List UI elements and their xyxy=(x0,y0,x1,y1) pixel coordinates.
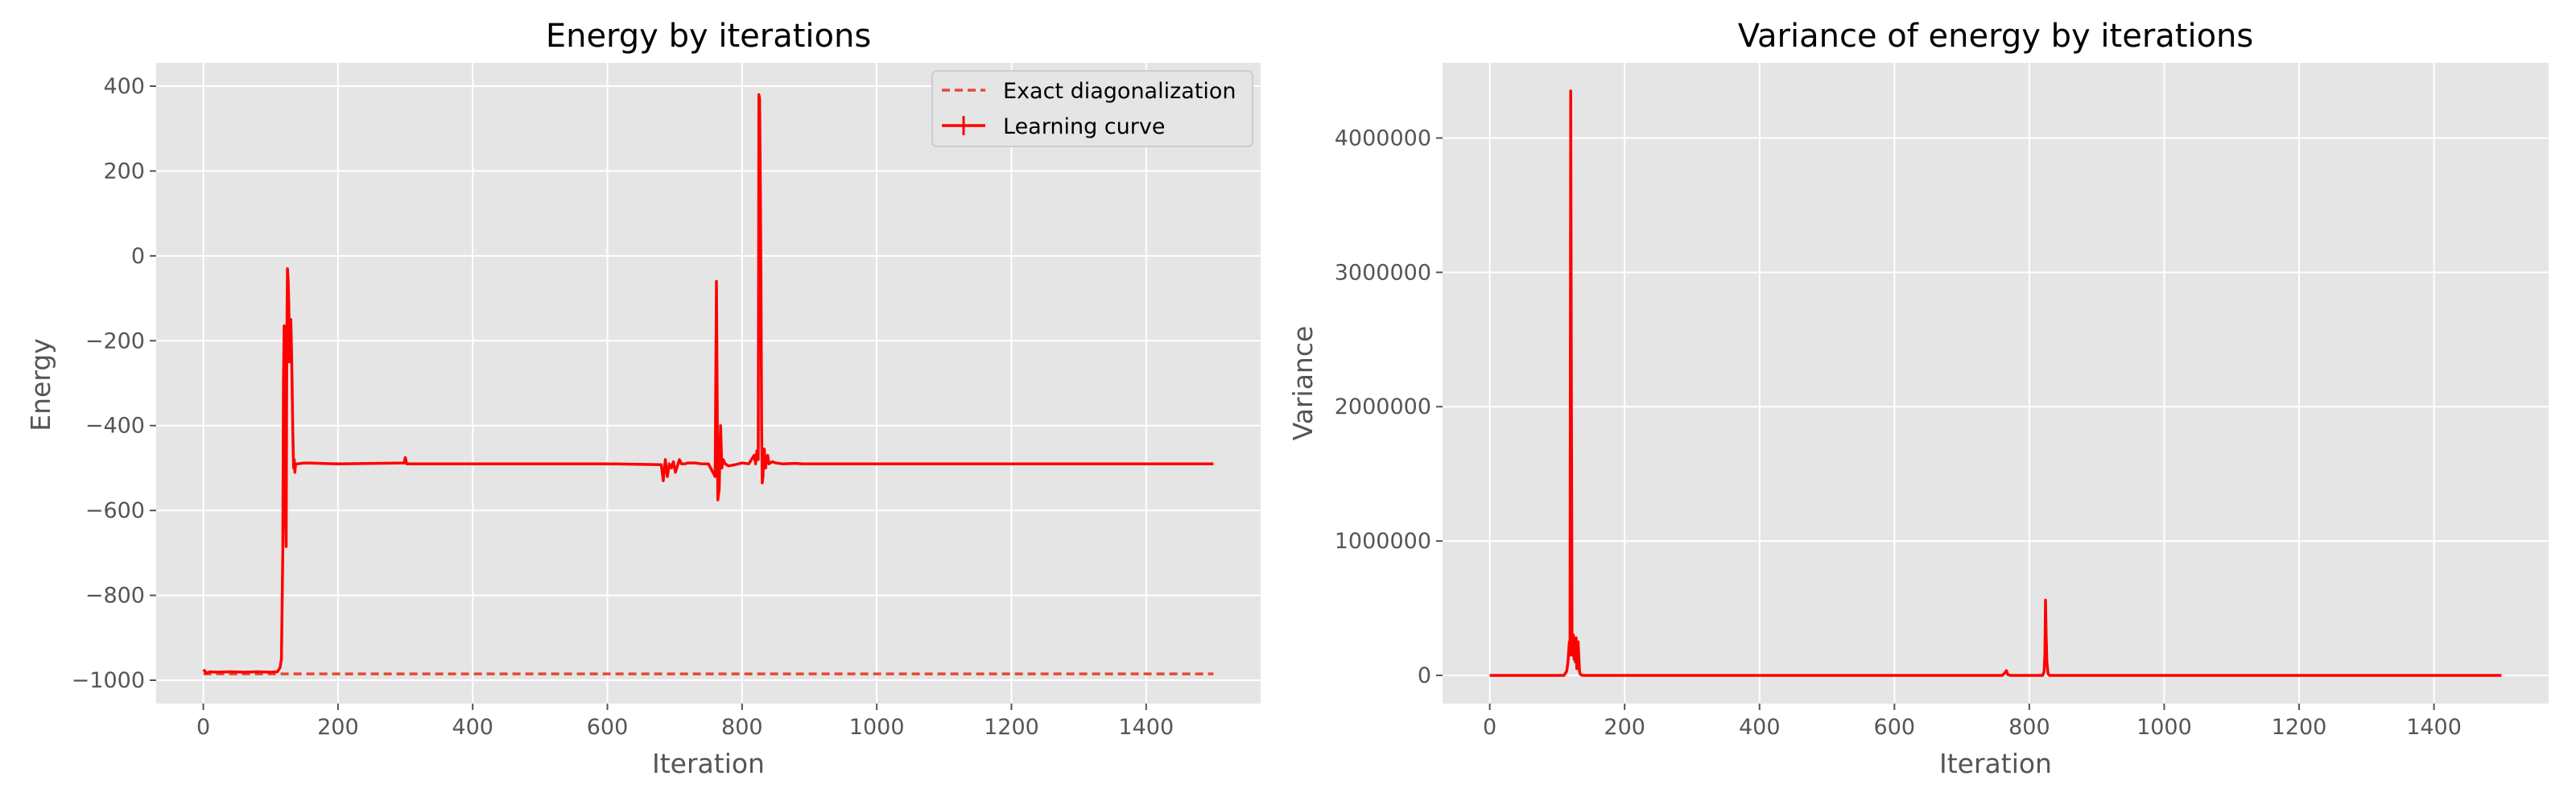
y-tick-label: −600 xyxy=(85,498,145,523)
grid xyxy=(156,63,1261,704)
y-tick-label: 0 xyxy=(131,244,145,269)
legend: Exact diagonalization Learning curve xyxy=(931,70,1253,147)
y-ticks: 0 1000000 2000000 3000000 4000000 xyxy=(1335,126,1443,688)
y-tick-label: 2000000 xyxy=(1335,394,1431,419)
x-tick-label: 1400 xyxy=(2406,715,2462,740)
y-tick-label: −400 xyxy=(85,414,145,439)
x-tick-label: 0 xyxy=(1483,715,1496,740)
plot-area xyxy=(1443,63,2549,704)
y-tick-label: 400 xyxy=(103,74,145,99)
y-axis-label: Energy xyxy=(25,338,56,431)
y-tick-label: 4000000 xyxy=(1335,126,1431,151)
y-tick-label: 0 xyxy=(1418,663,1431,688)
series-line-variance xyxy=(1489,89,2502,677)
x-tick-label: 400 xyxy=(1739,715,1781,740)
y-tick-label: 200 xyxy=(103,159,145,184)
x-tick-label: 600 xyxy=(1874,715,1916,740)
plot-area xyxy=(156,63,1261,704)
x-ticks: 0 200 400 600 800 1000 1200 1400 xyxy=(196,704,1174,740)
series-line-learning-curve xyxy=(202,93,1214,675)
x-tick-label: 200 xyxy=(317,715,359,740)
x-tick-label: 1200 xyxy=(984,715,1039,740)
x-tick-label: 800 xyxy=(721,715,763,740)
y-axis-label: Variance xyxy=(1287,326,1319,441)
x-tick-label: 1000 xyxy=(849,715,905,740)
variance-chart-panel: Variance of energy by iterations 0 200 400… xyxy=(1287,18,2549,779)
y-tick-label: −200 xyxy=(85,328,145,353)
x-tick-label: 400 xyxy=(452,715,493,740)
y-ticks: −1000 −800 −600 −400 −200 0 200 400 xyxy=(72,74,156,693)
legend-entry-exact: Exact diagonalization xyxy=(1003,79,1236,104)
legend-box xyxy=(931,70,1253,147)
y-tick-label: 1000000 xyxy=(1335,529,1431,554)
series-layer xyxy=(1489,89,2502,677)
chart-title: Energy by iterations xyxy=(546,18,871,55)
x-axis-label: Iteration xyxy=(1939,748,2052,779)
y-tick-label: 3000000 xyxy=(1335,260,1431,285)
x-tick-label: 1400 xyxy=(1118,715,1174,740)
x-tick-label: 1200 xyxy=(2272,715,2327,740)
x-axis-label: Iteration xyxy=(652,748,765,779)
legend-entry-learning: Learning curve xyxy=(1003,114,1165,139)
series-layer xyxy=(202,93,1214,675)
x-tick-label: 200 xyxy=(1604,715,1645,740)
x-tick-label: 0 xyxy=(196,715,210,740)
y-tick-label: −1000 xyxy=(72,668,145,693)
y-tick-label: −800 xyxy=(85,584,145,609)
x-tick-label: 1000 xyxy=(2136,715,2192,740)
x-ticks: 0 200 400 600 800 1000 1200 1400 xyxy=(1483,704,2462,740)
chart-title: Variance of energy by iterations xyxy=(1738,18,2253,55)
energy-chart-panel: Energy by iterations 0 200 400 600 800 1000 12… xyxy=(25,18,1261,779)
x-tick-label: 800 xyxy=(2008,715,2050,740)
x-tick-label: 600 xyxy=(587,715,629,740)
